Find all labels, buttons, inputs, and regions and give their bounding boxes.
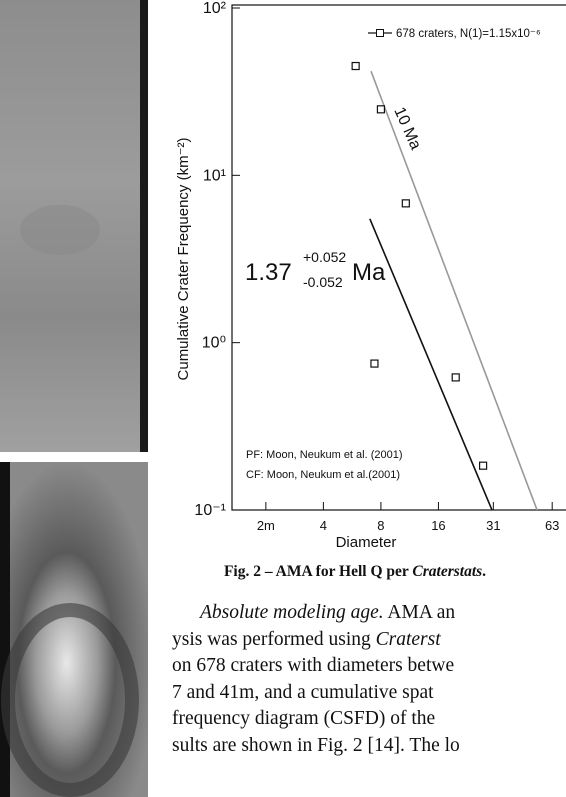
text-span: frequency diagram (CSFD) of the	[172, 708, 435, 729]
caption-part: Craterstats	[412, 563, 482, 580]
plot-frame	[232, 5, 566, 510]
x-tick-label: 63	[545, 518, 559, 533]
text-span: AMA an	[384, 602, 456, 623]
legend-label: 678 craters, N(1)=1.15x10⁻⁶	[396, 28, 541, 40]
text-span: 7 and 41m, and a cumulative spat	[172, 682, 434, 703]
caption-part: Fig. 2 – AMA for Hell Q per	[224, 563, 412, 580]
text-line: Absolute modeling age. AMA an	[172, 600, 566, 627]
note: CF: Moon, Neukum et al.(2001)	[246, 469, 400, 481]
age-value: 1.37	[245, 259, 292, 286]
data-point	[402, 200, 409, 207]
y-axis-label: Cumulative Crater Frequency (km⁻²)	[175, 138, 192, 381]
y-tick-label: 10⁰	[202, 335, 226, 352]
text-span: sults are shown in Fig. 2 [14]. The lo	[172, 735, 460, 756]
x-tick-label: 16	[431, 518, 445, 533]
text-line: sults are shown in Fig. 2 [14]. The lo	[172, 733, 566, 760]
data-point	[352, 63, 359, 70]
x-tick-label: 8	[377, 518, 384, 533]
age-plus: +0.052	[303, 249, 346, 265]
caption: Fig. 2 – AMA for Hell Q per Craterstats.	[224, 563, 486, 580]
text-line: ysis was performed using Craterst	[172, 627, 566, 654]
text-span: Absolute modeling age.	[200, 602, 384, 623]
age-minus: -0.052	[303, 274, 343, 290]
x-tick-label: 2m	[257, 518, 275, 533]
text-span: on 678 craters with diameters betwe	[172, 655, 454, 676]
isochron	[370, 219, 492, 510]
isochron-label: 10 Ma	[390, 105, 424, 153]
isochron	[371, 71, 537, 510]
text-line: 7 and 41m, and a cumulative spat	[172, 680, 566, 707]
x-tick-label: 31	[486, 518, 500, 533]
y-tick-label: 10⁻¹	[194, 502, 226, 519]
data-point	[371, 360, 378, 367]
note: PF: Moon, Neukum et al. (2001)	[246, 449, 403, 461]
y-tick-label: 10¹	[203, 167, 226, 184]
text-span: Craterst	[376, 629, 441, 650]
page: {"chart_data":{"type":"scatter","y_label…	[0, 0, 566, 797]
data-point	[452, 374, 459, 381]
image-border	[0, 462, 10, 797]
data-point	[480, 462, 487, 469]
x-axis-label: Diameter	[336, 534, 397, 551]
texture	[20, 205, 100, 255]
text-line: on 678 craters with diameters betwe	[172, 653, 566, 680]
y-tick-label: 10²	[203, 0, 227, 17]
caption-part: .	[482, 563, 486, 580]
age-unit: Ma	[352, 259, 386, 286]
text-line: frequency diagram (CSFD) of the	[172, 706, 566, 733]
data-point	[377, 106, 384, 113]
legend-marker	[377, 30, 384, 37]
text-span: ysis was performed using	[172, 629, 376, 650]
image-border	[140, 0, 148, 452]
x-tick-label: 4	[320, 518, 327, 533]
